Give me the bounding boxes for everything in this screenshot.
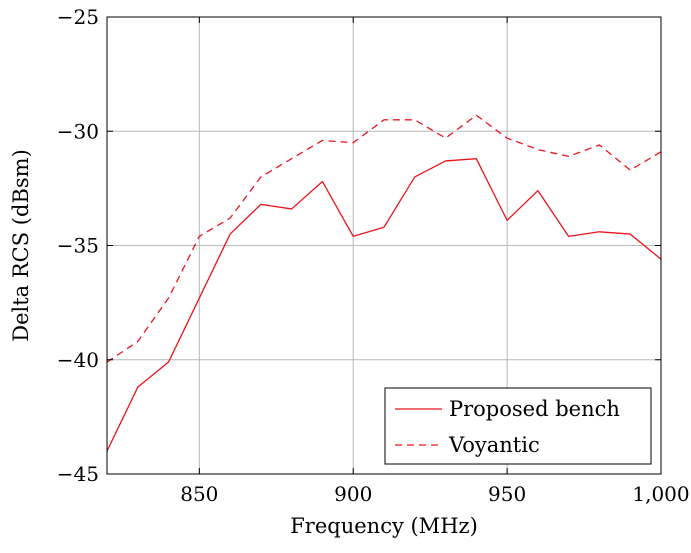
y-tick-label: −25 xyxy=(57,5,99,29)
legend-label: Proposed bench xyxy=(449,397,620,421)
series-line-2 xyxy=(106,114,662,363)
legend-label: Voyantic xyxy=(448,433,540,457)
y-tick-label: −30 xyxy=(57,119,99,143)
y-tick-label: −40 xyxy=(57,348,99,372)
x-axis-label: Frequency (MHz) xyxy=(290,514,478,538)
y-tick-label: −35 xyxy=(57,234,99,258)
y-axis-label: Delta RCS (dBsm) xyxy=(9,149,33,342)
legend-box xyxy=(384,387,652,465)
legend: Proposed bench Voyantic xyxy=(384,387,652,465)
x-tick-label: 850 xyxy=(180,482,218,506)
series-line-1 xyxy=(106,158,662,452)
series-layer xyxy=(106,114,662,452)
x-tick-label: 950 xyxy=(488,482,526,506)
x-tick-label: 1,000 xyxy=(632,482,689,506)
tick-layer: 850 900 950 1,000 −45 −40 −35 −30 −25 xyxy=(57,5,690,506)
x-tick-label: 900 xyxy=(334,482,372,506)
y-tick-label: −45 xyxy=(57,462,99,486)
